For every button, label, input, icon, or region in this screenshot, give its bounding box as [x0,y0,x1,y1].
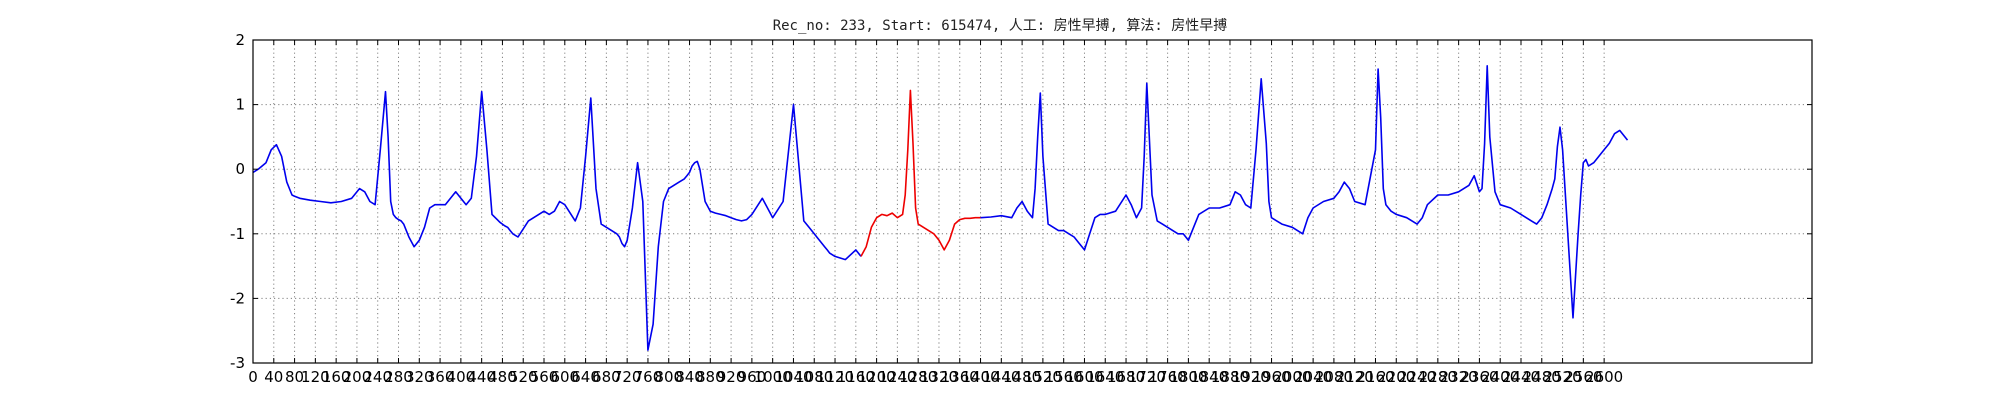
highlighted-beat-segment [861,90,981,256]
y-tick-label: 2 [235,31,245,49]
grid-lines [253,40,1812,363]
axis-ticks [253,40,1812,363]
chart-title: Rec_no: 233, Start: 615474, 人工: 房性早搏, 算法… [773,17,1228,34]
x-tick-label: 0 [248,368,258,386]
y-tick-labels: -3 -2 -1 0 1 2 [230,31,245,372]
x-tick-label: 40 [264,368,283,386]
plot-frame [253,40,1812,363]
y-tick-label: -3 [230,354,245,372]
y-tick-label: 1 [235,96,245,114]
y-tick-label: -2 [230,289,245,307]
x-tick-labels: 0 40 8012016020024028032036040044048052056… [248,368,1623,386]
ecg-signal-segment [253,92,861,350]
y-tick-label: -1 [230,225,245,243]
signal-series [253,66,1628,350]
y-tick-label: 0 [235,160,245,178]
ecg-signal-segment [981,66,1628,318]
x-tick-label: 2600 [1585,368,1623,386]
